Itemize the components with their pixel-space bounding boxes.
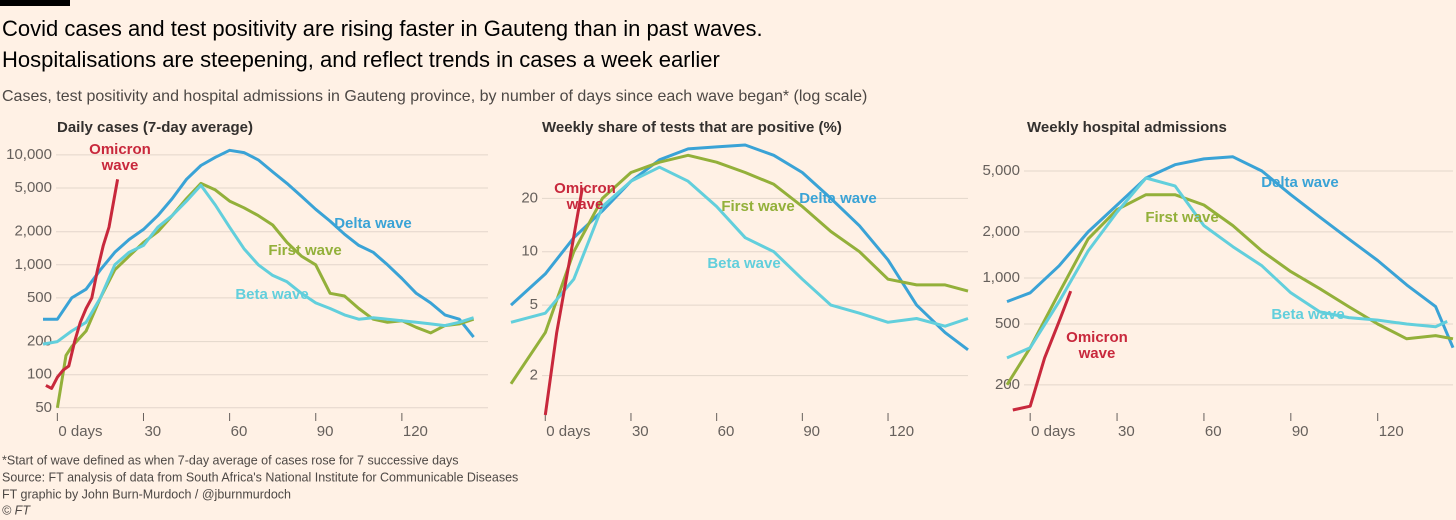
x-tick-label: 120 [1379,423,1404,440]
y-tick-label: 100 [27,366,52,383]
series-label: Delta wave [799,190,877,207]
copyright: © FT [2,503,31,517]
y-tick-label: 2 [530,367,538,384]
x-tick-label: 0 days [1031,423,1075,440]
series-line [45,179,120,390]
y-tick-label: 2,000 [14,223,52,240]
y-tick-label: 20 [521,189,538,206]
series-label: Delta wave [1261,174,1339,191]
series-line [1005,193,1454,386]
y-tick-label: 5 [530,296,538,313]
x-tick-label: 30 [632,423,649,440]
x-tick-label: 90 [803,423,820,440]
series-line [43,148,475,339]
series-label: Beta wave [235,286,309,303]
x-tick-label: 90 [317,423,334,440]
panel-title: Weekly hospital admissions [1027,119,1227,136]
credit: FT graphic by John Burn-Murdoch / @jburn… [2,487,291,501]
y-tick-label: 50 [35,399,52,416]
x-tick-label: 60 [1205,423,1222,440]
panel-title: Daily cases (7-day average) [57,119,253,136]
y-tick-label: 5,000 [982,162,1020,179]
panel-title: Weekly share of tests that are positive … [542,119,842,136]
title-line: Covid cases and test positivity are risi… [2,16,763,41]
series-line [42,183,475,346]
title-line: Hospitalisations are steepening, and ref… [2,47,720,72]
series-label: Omicron wave [1066,329,1128,362]
x-tick-label: 120 [889,423,914,440]
series-line [509,153,969,385]
series-line [1012,290,1073,412]
series-label: First wave [268,242,342,259]
series-label: Beta wave [707,255,781,272]
x-tick-label: 0 days [546,423,590,440]
series-line [1006,155,1455,349]
series-label: First wave [721,198,795,215]
series-line [1006,176,1448,360]
footnote: *Start of wave defined as when 7-day ave… [2,453,459,467]
series-label: First wave [1145,209,1219,226]
x-tick-label: 60 [718,423,735,440]
y-tick-label: 1,000 [14,256,52,273]
y-tick-label: 5,000 [14,179,52,196]
y-tick-label: 10 [521,243,538,260]
series-line [510,165,969,328]
subtitle: Cases, test positivity and hospital admi… [2,88,867,105]
y-tick-label: 2,000 [982,223,1020,240]
brand-bar [0,0,70,6]
y-tick-label: 500 [27,289,52,306]
series-label: Omicron wave [554,180,616,213]
x-tick-label: 30 [144,423,161,440]
x-tick-label: 30 [1118,423,1135,440]
y-tick-label: 1,000 [982,269,1020,286]
series-label: Beta wave [1271,306,1345,323]
series-label: Delta wave [334,215,412,232]
series-label: Omicron wave [89,141,151,174]
x-tick-label: 90 [1292,423,1309,440]
x-tick-label: 60 [231,423,248,440]
y-tick-label: 500 [995,315,1020,332]
x-tick-label: 0 days [58,423,102,440]
series-line [543,187,584,416]
source: Source: FT analysis of data from South A… [2,470,518,484]
series-line [509,143,969,351]
y-tick-label: 10,000 [6,146,52,163]
y-tick-label: 200 [27,333,52,350]
x-tick-label: 120 [403,423,428,440]
